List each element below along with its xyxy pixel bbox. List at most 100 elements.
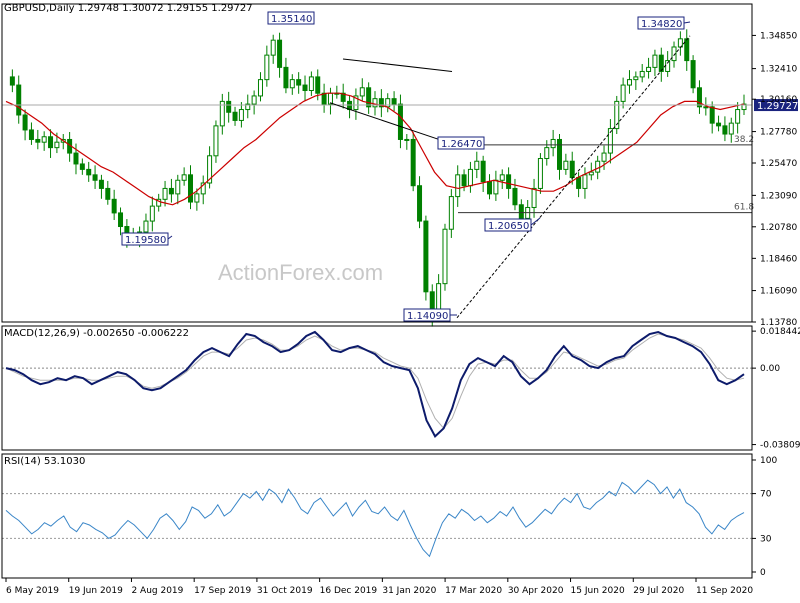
candle-body bbox=[181, 174, 187, 181]
rally-trend-line bbox=[456, 35, 691, 319]
candle-body bbox=[226, 100, 232, 113]
candle-body bbox=[633, 76, 639, 81]
fib-level-label: 38.2 bbox=[734, 135, 754, 145]
candle-body bbox=[9, 76, 15, 86]
price-y-tick-label: 1.30160 bbox=[760, 95, 797, 105]
candle-body bbox=[289, 79, 295, 89]
x-tick-label: 6 May 2019 bbox=[6, 586, 59, 596]
candle-body bbox=[417, 185, 423, 222]
candle-body bbox=[277, 39, 283, 68]
candle-body bbox=[684, 38, 690, 62]
candle-body bbox=[340, 92, 346, 102]
rsi-y-tick-label: 30 bbox=[760, 534, 772, 544]
rsi-y-tick-label: 70 bbox=[760, 490, 772, 500]
candle-body bbox=[353, 95, 359, 111]
candle-body bbox=[537, 158, 543, 189]
candle-body bbox=[296, 79, 302, 86]
price-y-tick-label: 1.23090 bbox=[760, 191, 797, 201]
candle-body bbox=[487, 181, 493, 195]
candle-body bbox=[35, 138, 41, 143]
price-y-tick-label: 1.27780 bbox=[760, 128, 797, 138]
candle-body bbox=[315, 76, 321, 94]
macd-signal-line bbox=[5, 333, 745, 430]
x-tick-label: 15 Jun 2020 bbox=[571, 586, 625, 596]
macd-title: MACD(12,26,9) -0.002650 -0.006222 bbox=[4, 328, 189, 339]
callout-box bbox=[121, 232, 169, 246]
candle-body bbox=[162, 187, 168, 200]
candle-body bbox=[467, 168, 473, 187]
callout-box bbox=[267, 11, 315, 25]
candle-body bbox=[251, 95, 257, 105]
price-y-tick-label: 1.16090 bbox=[760, 287, 797, 297]
rsi-y-tick-label: 100 bbox=[760, 456, 777, 466]
candle-body bbox=[499, 174, 505, 181]
candle-body bbox=[397, 103, 403, 140]
rsi-line bbox=[5, 479, 745, 558]
candle-body bbox=[671, 46, 677, 62]
macd-panel bbox=[2, 330, 752, 439]
candle-body bbox=[658, 54, 664, 72]
ohlc-label: 1.29748 1.30072 1.29155 1.29727 bbox=[77, 3, 253, 14]
candle-body bbox=[582, 174, 588, 189]
callout-label: 1.19580 bbox=[125, 235, 166, 246]
candle-body bbox=[639, 70, 645, 78]
candle-body bbox=[22, 114, 28, 131]
candle-body bbox=[264, 54, 270, 81]
x-tick-label: 17 Mar 2020 bbox=[445, 586, 502, 596]
candle-body bbox=[480, 160, 486, 183]
symbol-label: GBPUSD,Daily bbox=[4, 3, 75, 14]
x-tick-label: 11 Sep 2020 bbox=[696, 586, 753, 596]
candle-body bbox=[544, 147, 550, 160]
x-tick-label: 2 Aug 2019 bbox=[131, 586, 183, 596]
macd-y-tick-label: 0.018442 bbox=[760, 327, 800, 337]
price-y-tick-label: 1.32410 bbox=[760, 65, 797, 75]
price-y-tick-label: 1.20780 bbox=[760, 223, 797, 233]
candle-body bbox=[48, 136, 54, 149]
candle-body bbox=[728, 122, 734, 135]
macd-y-tick-label: -0.038095 bbox=[760, 441, 800, 451]
callout-leader bbox=[167, 235, 173, 240]
candle-body bbox=[709, 106, 715, 124]
candle-body bbox=[245, 103, 251, 111]
rsi-y-tick-label: 0 bbox=[760, 568, 766, 578]
candle-body bbox=[213, 125, 219, 157]
candle-body bbox=[321, 92, 327, 105]
callout-leader bbox=[530, 217, 541, 226]
current-price-label: 1.29727 bbox=[757, 101, 798, 112]
candle-body bbox=[79, 163, 85, 170]
candle-body bbox=[308, 76, 314, 92]
callout-label: 1.26470 bbox=[441, 139, 482, 150]
candle-body bbox=[569, 160, 575, 179]
callout-box bbox=[403, 308, 451, 322]
candle-body bbox=[232, 111, 238, 121]
x-tick-label: 30 Apr 2020 bbox=[508, 586, 564, 596]
candle-body bbox=[461, 174, 467, 187]
candle-body bbox=[404, 138, 410, 141]
rsi-title: RSI(14) 53.1030 bbox=[4, 456, 86, 467]
candle-body bbox=[41, 136, 47, 143]
price-y-tick-label: 1.13780 bbox=[760, 318, 797, 328]
candle-body bbox=[149, 205, 155, 222]
candle-body bbox=[531, 187, 537, 208]
candle-body bbox=[646, 66, 652, 72]
candle-body bbox=[506, 174, 512, 189]
candle-body bbox=[143, 220, 149, 233]
candle-body bbox=[607, 128, 613, 154]
candle-body bbox=[518, 204, 524, 219]
candle-body bbox=[257, 79, 263, 97]
moving-average-line bbox=[5, 92, 745, 206]
candle-body bbox=[219, 100, 225, 127]
candle-body bbox=[385, 98, 391, 108]
candle-body bbox=[366, 87, 372, 108]
candle-body bbox=[722, 125, 728, 135]
candle-body bbox=[512, 187, 518, 206]
macd-y-tick-label: 0.00 bbox=[760, 364, 780, 374]
candle-body bbox=[86, 168, 92, 176]
x-tick-label: 31 Jan 2020 bbox=[382, 586, 436, 596]
candle-body bbox=[493, 179, 499, 195]
candle-body bbox=[595, 160, 601, 173]
candle-body bbox=[207, 155, 213, 184]
candle-body bbox=[448, 196, 454, 230]
candle-body bbox=[73, 152, 79, 165]
